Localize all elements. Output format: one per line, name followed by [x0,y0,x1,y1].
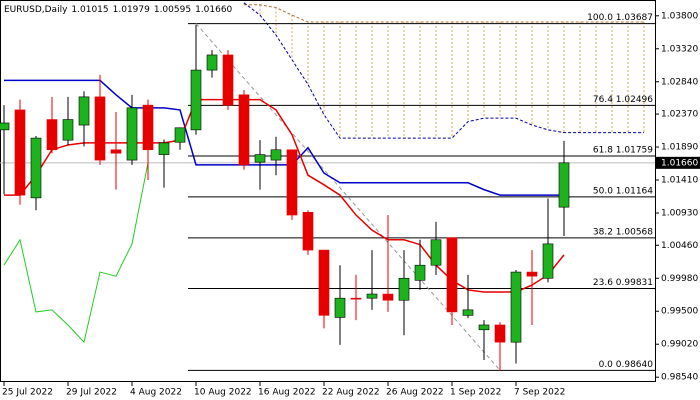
chart-header: EURUSD,Daily 1.01015 1.01979 1.00595 1.01660 [4,5,233,15]
candle-body [62,119,74,141]
candle-body [0,122,10,131]
candle-body [430,239,442,266]
candle-body [526,271,538,277]
x-tick-label: 26 Aug 2022 [386,388,444,398]
x-tick-label: 22 Aug 2022 [322,388,380,398]
indicator-line [4,79,564,196]
candle-body [510,271,522,343]
candle-body [414,264,426,281]
candle-body [334,297,346,318]
candle-body [222,54,234,106]
y-tick-label: 0.99980 [661,274,698,284]
price-tag-label: 1.01660 [661,158,698,168]
y-tick-label: 1.00460 [661,241,698,251]
ohlc-open: 1.01015 [71,5,108,15]
y-tick-label: 0.99020 [661,340,698,350]
candle-body [254,154,266,163]
ohlc-close: 1.01660 [195,5,232,15]
y-tick-label: 1.03800 [661,11,698,21]
fib-label: 100.0 1.03687 [587,13,653,23]
candle-body [446,237,458,313]
price-tag [656,156,700,169]
fib-label: 0.0 0.98640 [599,360,654,370]
y-tick-label: 1.03320 [661,44,698,54]
fib-label: 76.4 1.02496 [593,95,653,105]
candle-body [126,107,138,161]
x-tick-label: 10 Aug 2022 [194,388,252,398]
candle-body [94,96,106,161]
plot-frame [0,0,656,382]
candle-body [174,127,186,143]
y-tick-label: 1.02370 [661,110,698,120]
cloud-upper [244,4,644,23]
plot-layer: 100.0 1.03687 76.4 1.02496 61.8 1.01759 50.… [0,2,655,371]
candle-body [190,69,202,131]
x-tick-label: 16 Aug 2022 [258,388,316,398]
candle-body [142,104,154,151]
candle-body [14,109,26,196]
candle-body [270,149,282,161]
candle-body [462,309,474,316]
candle-body [286,149,298,216]
cloud-lower [243,2,644,139]
fib-label: 50.0 1.01164 [593,186,653,196]
y-tick-label: 0.98540 [661,373,698,383]
ohlc-high: 1.01979 [113,5,150,15]
candle-body [382,293,394,301]
x-tick-label: 25 Jul 2022 [2,388,53,398]
x-tick-label: 4 Aug 2022 [130,388,182,398]
y-tick-label: 1.01410 [661,176,698,186]
candle-body [78,96,90,126]
x-tick-label: 1 Sep 2022 [450,388,501,398]
x-tick-label: 7 Sep 2022 [514,388,565,398]
candle-body [398,277,410,301]
symbol: EURUSD,Daily [4,5,68,15]
ohlc-low: 1.00595 [154,5,191,15]
candle-body [158,142,170,155]
fib-label: 61.8 1.01759 [593,146,653,156]
indicator-line [3,162,149,344]
candle-body [110,149,122,154]
candle-body [46,119,58,151]
candle-body [478,324,490,331]
fib-label: 23.6 0.99831 [593,278,653,288]
candle-body [318,249,330,316]
candle-body [302,211,314,251]
y-tick-label: 1.00930 [661,208,698,218]
x-tick-label: 29 Jul 2022 [66,388,117,398]
candle-body [350,297,362,300]
fib-label: 38.2 1.00568 [593,227,653,237]
y-tick-label: 0.99500 [661,307,698,317]
candle-body [206,54,218,71]
y-tick-label: 1.02840 [661,77,698,87]
candle-body [238,94,250,166]
y-tick-label: 1.01890 [661,143,698,153]
candle-body [366,293,378,299]
candle-body [30,137,42,199]
candle-body [558,162,570,208]
candle-body [542,243,554,279]
candle-body [494,324,506,343]
